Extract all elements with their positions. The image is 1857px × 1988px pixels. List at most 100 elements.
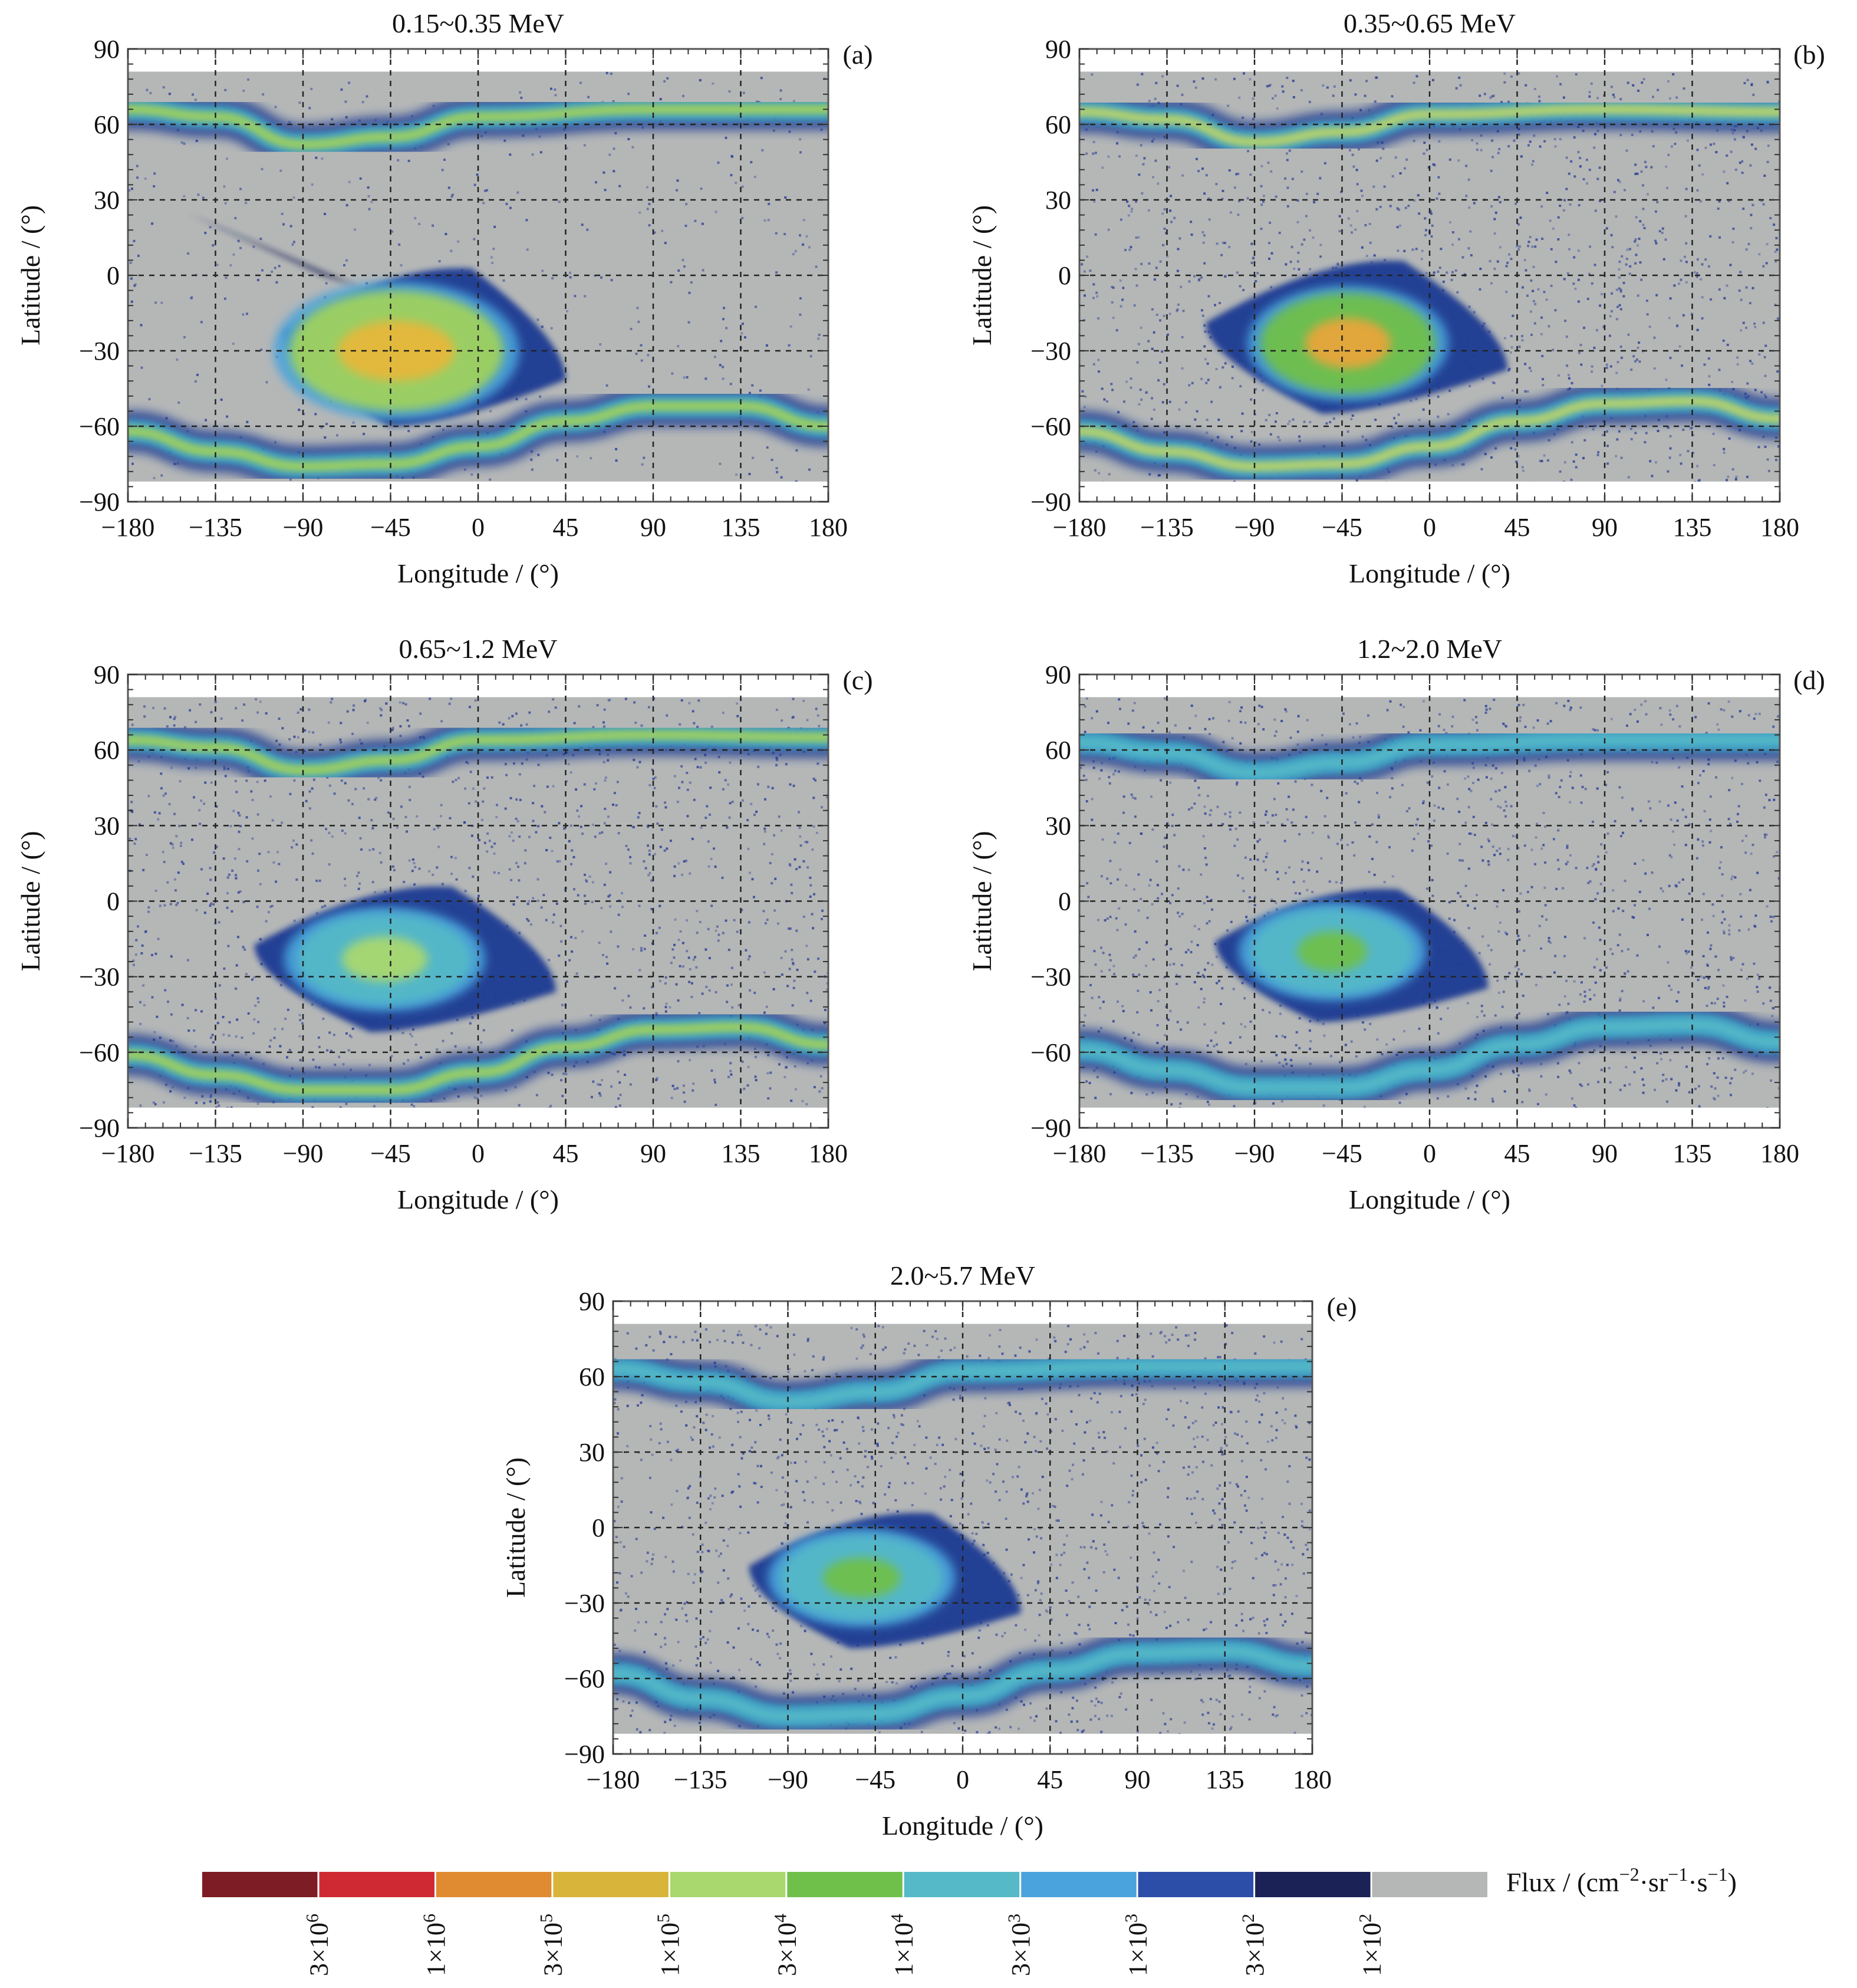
colorbar: 3×1061×1063×1051×1053×1041×1043×1031×103…	[202, 1864, 1737, 1976]
y-tick-label: 90	[1045, 660, 1071, 689]
north-belt	[613, 1345, 1312, 1423]
colorbar-swatch	[787, 1872, 903, 1897]
colorbar-label-part: Flux / (cm	[1506, 1867, 1619, 1897]
colorbar-tick-mantissa: 3×10	[1240, 1923, 1269, 1976]
x-tick-label: −90	[1234, 1139, 1275, 1168]
saa-anomaly	[1206, 261, 1507, 414]
colorbar-swatch	[436, 1872, 552, 1897]
x-tick-label: 135	[722, 1139, 760, 1168]
x-tick-label: 0	[956, 1765, 969, 1794]
flux-map	[1079, 697, 1780, 1108]
colorbar-tick-exponent: 3	[1122, 1914, 1141, 1923]
x-tick-label: 45	[553, 513, 579, 542]
y-tick-label: 0	[107, 261, 120, 290]
chart-title: 1.2~2.0 MeV	[1357, 634, 1502, 664]
colorbar-label-part: )	[1728, 1867, 1737, 1897]
colorbar-tick-mantissa: 1×10	[890, 1923, 918, 1976]
y-tick-label: 30	[579, 1438, 605, 1467]
colorbar-label: Flux / (cm−2·sr−1·s−1)	[1506, 1864, 1737, 1897]
colorbar-tick-label: 3×105	[536, 1914, 567, 1976]
x-tick-label: 45	[1504, 513, 1530, 542]
y-axis-label: Latitude / (°)	[967, 831, 997, 971]
grid	[613, 1301, 1312, 1754]
x-tick-label: 90	[640, 513, 666, 542]
colorbar-tick-label: 3×102	[1239, 1914, 1269, 1976]
y-axis-label: Latitude / (°)	[967, 205, 997, 345]
colorbar-tick-label: 1×106	[420, 1914, 450, 1976]
colorbar-swatch	[553, 1872, 669, 1897]
x-axis-label: Longitude / (°)	[882, 1811, 1043, 1841]
y-tick-label: 90	[94, 35, 120, 64]
x-tick-label: −180	[101, 1139, 155, 1168]
colorbar-swatch	[904, 1872, 1020, 1897]
x-axis-label: Longitude / (°)	[1349, 1184, 1510, 1214]
x-tick-label: −135	[189, 1139, 242, 1168]
x-tick-label: 135	[722, 513, 760, 542]
panel-d: −180 −135 −90 −45 0 45 90 135 180 90 60 30 0 −30 −60 −9…	[967, 634, 1825, 1214]
colorbar-label-part: −2	[1619, 1864, 1639, 1885]
y-tick-label: 30	[1045, 186, 1071, 215]
panel-a: −180 −135 −90 −45 0 45 90 135 180 90 60 30 0 −30 −60 −9…	[15, 8, 873, 588]
x-tick-label: 90	[1592, 513, 1618, 542]
colorbar-tick-mantissa: 1×10	[1358, 1923, 1387, 1976]
x-tick-label: −135	[1140, 513, 1194, 542]
ticks	[127, 674, 829, 1128]
colorbar-tick-mantissa: 1×10	[1124, 1923, 1153, 1976]
x-tick-label: −45	[370, 1139, 411, 1168]
y-tick-label: 30	[94, 811, 120, 840]
colorbar-swatch	[319, 1872, 434, 1897]
grid	[1079, 49, 1780, 502]
colorbar-tick-exponent: 4	[771, 1914, 790, 1923]
colorbar-tick-exponent: 5	[654, 1914, 673, 1923]
y-tick-label: −30	[564, 1589, 605, 1618]
y-tick-label: −60	[79, 412, 120, 441]
panel-label: (b)	[1793, 40, 1825, 70]
y-tick-label: 90	[94, 660, 120, 689]
panel-b: −180 −135 −90 −45 0 45 90 135 180 90 60 30 0 −30 −60 −9…	[967, 8, 1825, 588]
y-tick-label: −30	[1030, 963, 1071, 992]
y-tick-label: 0	[1058, 887, 1071, 916]
saa-anomaly	[749, 1512, 1021, 1648]
colorbar-tick-exponent: 5	[536, 1914, 556, 1923]
x-tick-label: −45	[1322, 1139, 1362, 1168]
y-tick-label: −30	[79, 337, 120, 366]
panel-c: −180 −135 −90 −45 0 45 90 135 180 90 60 30 0 −30 −60 −9…	[15, 634, 873, 1214]
north-belt	[1079, 88, 1780, 163]
colorbar-tick-label: 1×105	[654, 1914, 684, 1976]
y-tick-label: −60	[1030, 412, 1071, 441]
ticks	[127, 48, 829, 502]
x-axis-label: Longitude / (°)	[1349, 558, 1510, 588]
colorbar-tick-label: 1×102	[1356, 1914, 1387, 1976]
grid	[128, 674, 828, 1128]
colorbar-tick-label: 3×106	[303, 1914, 334, 1976]
ticks	[613, 1301, 1313, 1755]
y-tick-label: 30	[94, 186, 120, 215]
x-tick-label: 135	[1673, 1139, 1712, 1168]
x-tick-label: 0	[472, 1139, 485, 1168]
y-tick-label: 60	[1045, 110, 1071, 139]
y-tick-label: 60	[94, 110, 120, 139]
colorbar-label-part: ·sr	[1639, 1867, 1668, 1897]
x-tick-label: 135	[1206, 1765, 1244, 1794]
flux-map	[1079, 71, 1780, 482]
y-tick-label: −60	[564, 1664, 605, 1693]
y-tick-label: −90	[79, 1114, 120, 1143]
y-tick-label: 0	[592, 1513, 605, 1542]
chart-title: 0.15~0.35 MeV	[392, 8, 564, 38]
y-tick-label: −90	[1030, 1114, 1071, 1143]
colorbar-tick-exponent: 6	[420, 1914, 439, 1923]
x-tick-label: −90	[1234, 513, 1275, 542]
panels-group: −180 −135 −90 −45 0 45 90 135 180 90 60 30 0 −30 −60 −9…	[15, 8, 1825, 1841]
colorbar-tick-exponent: 6	[303, 1914, 322, 1923]
x-tick-label: 90	[640, 1139, 666, 1168]
y-axis-label: Latitude / (°)	[501, 1457, 531, 1598]
grid	[128, 49, 828, 502]
colorbar-tick-mantissa: 3×10	[538, 1923, 567, 1976]
x-tick-label: 180	[1760, 1139, 1799, 1168]
colorbar-tick-mantissa: 1×10	[656, 1923, 684, 1976]
y-axis-label: Latitude / (°)	[15, 205, 45, 345]
x-tick-label: 90	[1125, 1765, 1151, 1794]
north-belt	[1079, 719, 1780, 794]
north-belt	[128, 713, 828, 792]
x-axis-label: Longitude / (°)	[397, 1184, 559, 1214]
